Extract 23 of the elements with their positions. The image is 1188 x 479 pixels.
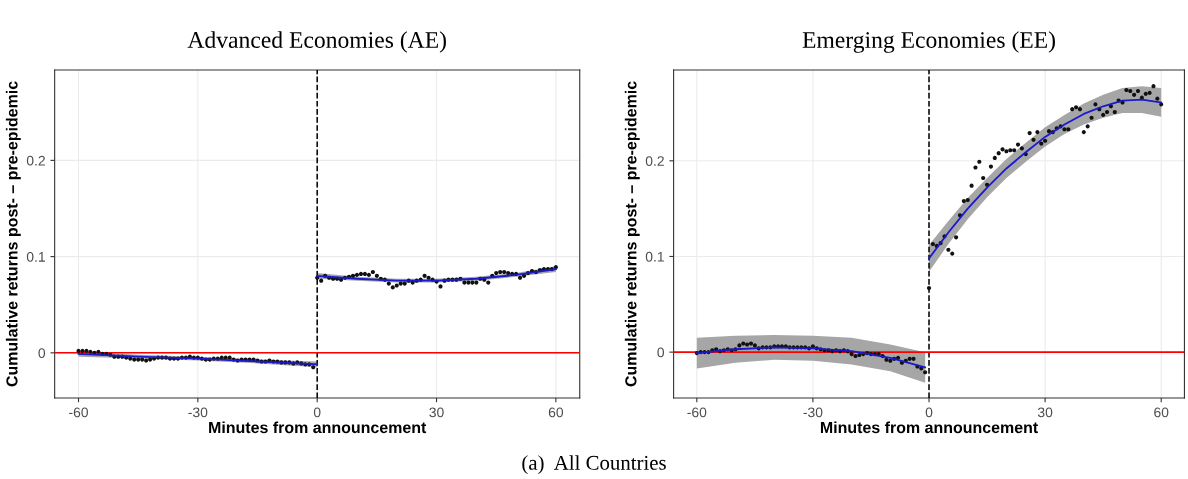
x-tick-label: -30 — [803, 407, 823, 418]
y-tick-label: 0.1 — [645, 251, 664, 262]
x-tick-label: 30 — [429, 407, 444, 418]
y-tick-label: 0 — [38, 348, 46, 358]
x-tick-label: 0 — [313, 407, 321, 418]
x-axis-title: Minutes from announcement — [209, 421, 427, 434]
y-tick-label: 0.2 — [645, 156, 664, 166]
x-tick-label: -60 — [69, 407, 89, 418]
x-axis-title: Minutes from announcement — [820, 421, 1038, 434]
x-tick-label: -30 — [188, 407, 208, 418]
x-tick-label: -60 — [687, 407, 707, 418]
y-axis-title: Cumulative returns post- – pre-epidemic — [5, 81, 21, 387]
y-tick-label: 0.1 — [26, 251, 45, 262]
chart-title: Advanced Economies (AE) — [187, 31, 446, 53]
x-tick-label: 60 — [1154, 407, 1169, 418]
y-axis-title: Cumulative returns post- – pre-epidemic — [624, 81, 640, 387]
text: (a) All Countries — [522, 455, 666, 475]
y-tick-label: 0.2 — [26, 155, 45, 166]
x-tick-label: 0 — [925, 407, 933, 418]
x-tick-label: 30 — [1037, 407, 1053, 418]
chart-title: Emerging Economies (EE) — [802, 31, 1055, 53]
y-tick-label: 0 — [657, 347, 665, 358]
x-tick-label: 60 — [548, 407, 564, 418]
